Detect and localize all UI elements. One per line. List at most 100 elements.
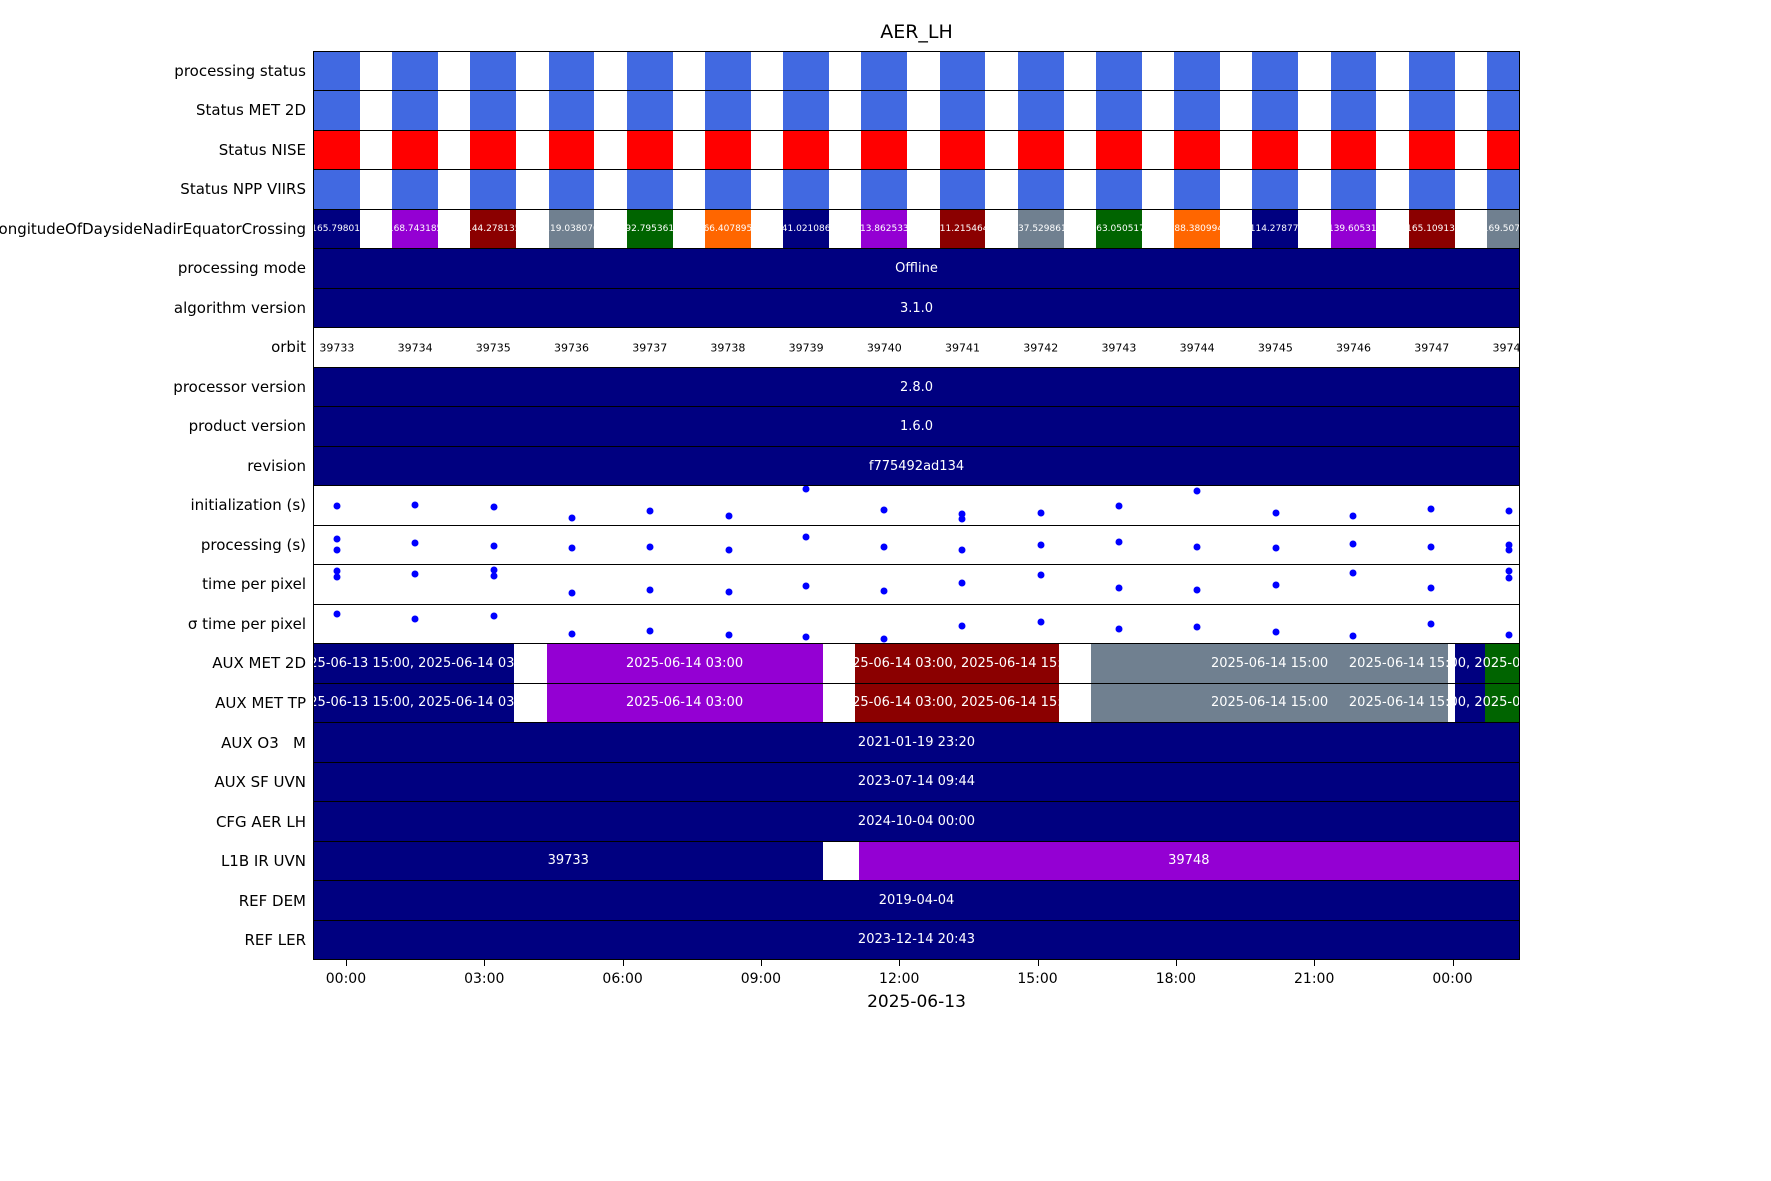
- status-met2d-block: [939, 91, 986, 130]
- longitude-value: -63.050517: [1096, 224, 1142, 235]
- scatter-dot: [490, 542, 498, 550]
- status-npp-viirs-block: [1330, 170, 1377, 209]
- timeline-segment: 2025-06-14 15:00, 2025-06-15 03:00: [1349, 644, 1519, 683]
- row-label: AUX MET 2D: [212, 654, 306, 673]
- chart-row-scatter: [314, 524, 1519, 564]
- timeline-segment: 2025-06-14 15:00, 2025-06-15 03:00: [1349, 683, 1519, 723]
- scatter-dot: [333, 573, 341, 581]
- timeline-segment: [1485, 683, 1519, 723]
- status-met2d-block: [626, 91, 673, 130]
- scatter-dot: [646, 627, 654, 635]
- plot-area: -165.798019 168.743185 144.278135 119.03807…: [313, 51, 1520, 960]
- status-nise-block: [939, 130, 986, 170]
- status-met2d-block: [314, 91, 360, 130]
- status-nise-block: [470, 130, 517, 170]
- scatter-dot: [490, 503, 498, 511]
- scatter-dot: [333, 546, 341, 554]
- row-label: L1B IR UVN: [220, 852, 306, 871]
- status-nise-block: [1174, 130, 1221, 170]
- status-npp-viirs-block: [470, 170, 517, 209]
- chart-row-solid: 2023-07-14 09:44: [314, 761, 1519, 802]
- scatter-dot: [1505, 574, 1513, 582]
- orbit-number: 39737: [632, 341, 668, 355]
- scatter-dot: [1349, 632, 1357, 640]
- processing-status-block: [939, 52, 986, 91]
- scatter-dot: [568, 544, 576, 552]
- scatter-dot: [880, 506, 888, 514]
- bar-value: 2024-10-04 00:00: [857, 813, 976, 829]
- status-nise-block: [861, 130, 908, 170]
- status-met2d-block: [1487, 91, 1519, 130]
- status-met2d-block: [1408, 91, 1455, 130]
- timeline-segment: [1485, 644, 1519, 683]
- scatter-dot: [1349, 569, 1357, 577]
- orbit-number: 39742: [1023, 341, 1059, 355]
- chart-row-solid: 2019-04-04: [314, 880, 1519, 920]
- chart-row-orbit-text: 39733 39734 39735 39736 39737 39738 39739 39740…: [314, 327, 1519, 366]
- row-label: processing (s): [200, 535, 306, 554]
- status-npp-viirs-block: [392, 170, 438, 209]
- processing-status-block: [1330, 52, 1377, 91]
- longitude-value: 92.795361: [626, 224, 673, 235]
- longitude-block: 144.278135: [470, 209, 517, 249]
- timeline-segment: 2025-06-14 03:00, 2025-06-14 15:00: [855, 644, 1059, 683]
- longitude-block: -114.278771: [1252, 209, 1299, 249]
- scatter-dot: [725, 631, 733, 639]
- processing-status-block: [314, 52, 360, 91]
- status-nise-block: [1252, 130, 1299, 170]
- longitude-value: -11.215464: [939, 224, 986, 235]
- longitude-value: -165.109137: [1409, 224, 1455, 235]
- processing-status-block: [1096, 52, 1142, 91]
- status-met2d-block: [705, 91, 751, 130]
- scatter-dot: [1193, 543, 1201, 551]
- x-tick: [1037, 960, 1039, 966]
- processing-status-block: [861, 52, 908, 91]
- scatter-dot: [802, 633, 810, 641]
- row-label: algorithm version: [173, 298, 306, 317]
- scatter-dot: [1272, 544, 1280, 552]
- status-npp-viirs-block: [939, 170, 986, 209]
- chart-row-solid: 1.6.0: [314, 406, 1519, 446]
- processing-status-block: [783, 52, 829, 91]
- row-label: processing status: [174, 61, 306, 80]
- longitude-value: -37.529861: [1018, 224, 1064, 235]
- scatter-dot: [1427, 543, 1435, 551]
- x-axis-date-label: 2025-06-13: [867, 992, 966, 1012]
- bar-value: 2023-07-14 09:44: [857, 774, 976, 790]
- chart-title: AER_LH: [880, 21, 953, 43]
- status-nise-block: [626, 130, 673, 170]
- x-tick-label: 15:00: [1017, 971, 1058, 987]
- status-npp-viirs-block: [626, 170, 673, 209]
- scatter-dot: [1037, 541, 1045, 549]
- x-tick: [484, 960, 486, 966]
- processing-status-block: [1487, 52, 1519, 91]
- bar-value: 3.1.0: [899, 300, 934, 316]
- scatter-dot: [1427, 620, 1435, 628]
- scatter-dot: [1115, 584, 1123, 592]
- orbit-number: 39746: [1336, 341, 1372, 355]
- longitude-value: 41.021086: [783, 224, 829, 235]
- status-nise-block: [1330, 130, 1377, 170]
- orbit-number: 39740: [866, 341, 902, 355]
- row-label: AUX O3 M: [221, 733, 306, 752]
- longitude-block: 119.038076: [548, 209, 595, 249]
- row-label: orbit: [271, 338, 306, 357]
- processing-status-block: [1408, 52, 1455, 91]
- scatter-dot: [333, 567, 341, 575]
- orbit-number: 39745: [1257, 341, 1293, 355]
- status-npp-viirs-block: [1408, 170, 1455, 209]
- x-tick-label: 06:00: [602, 971, 643, 987]
- longitude-value: -165.798019: [314, 224, 360, 235]
- row-label: LongitudeOfDaysideNadirEquatorCrossing: [0, 219, 306, 238]
- chart-row-solid: 2021-01-19 23:20: [314, 722, 1519, 762]
- scatter-dot: [725, 512, 733, 520]
- scatter-dot: [1349, 540, 1357, 548]
- x-tick-label: 00:00: [325, 971, 367, 987]
- longitude-block: 168.743185: [392, 209, 438, 249]
- scatter-dot: [1427, 505, 1435, 513]
- x-tick-label: 03:00: [464, 971, 505, 987]
- scatter-dot: [1505, 507, 1513, 515]
- status-npp-viirs-block: [1017, 170, 1064, 209]
- status-npp-viirs-block: [861, 170, 908, 209]
- orbit-number: 39734: [397, 341, 433, 355]
